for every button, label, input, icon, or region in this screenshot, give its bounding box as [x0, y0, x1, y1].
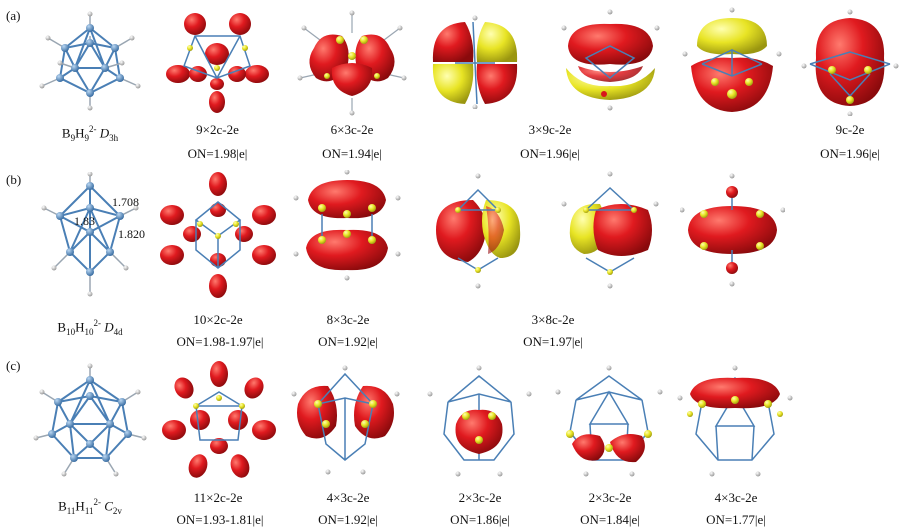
orbital-c4: [555, 365, 663, 477]
occupancy-a2: ON=1.94|e|: [322, 146, 382, 161]
orbital-a1: [166, 13, 269, 113]
orbital-c5: [677, 365, 793, 477]
occupancy-b2: ON=1.92|e|: [318, 334, 378, 349]
bond-length-mid: 1.83: [74, 214, 95, 228]
bonding-c2: 4×3c-2e: [326, 490, 370, 505]
orbital-b3: [436, 173, 521, 289]
cage-b10h10-structure: 1.708 1.83 1.820: [41, 172, 145, 297]
bonding-c1: 11×2c-2e: [193, 490, 243, 505]
bonding-c4: 2×3c-2e: [588, 490, 632, 505]
occupancy-c5: ON=1.77|e|: [706, 512, 766, 527]
bonding-b2: 8×3c-2e: [326, 312, 370, 327]
orbital-b4: [561, 171, 659, 289]
orbital-a5: [682, 7, 782, 112]
orbital-b5: [680, 173, 785, 287]
formula-b10h10: B10H102- D4d: [57, 318, 123, 337]
occupancy-a3: ON=1.96|e|: [520, 146, 580, 161]
occupancy-c2: ON=1.92|e|: [318, 512, 378, 527]
occupancy-c3: ON=1.86|e|: [450, 512, 510, 527]
bonding-a1: 9×2c-2e: [196, 122, 239, 137]
bonding-c5: 4×3c-2e: [714, 490, 758, 505]
row-label-c: (c): [6, 358, 21, 373]
cage-b11h11-structure: [33, 363, 147, 477]
bond-length-top: 1.708: [112, 195, 139, 209]
bonding-b1: 10×2c-2e: [193, 312, 243, 327]
formula-b9h9: B9H92- D3h: [61, 124, 119, 143]
orbital-c1: [162, 361, 276, 478]
orbital-c2: [291, 365, 400, 475]
bonding-a4: 9c-2e: [835, 122, 865, 137]
orbital-a6: [801, 9, 899, 116]
bond-length-side: 1.820: [118, 227, 145, 241]
occupancy-c1: ON=1.93-1.81|e|: [176, 512, 264, 527]
occupancy-b1: ON=1.98-1.97|e|: [176, 334, 264, 349]
row-label-a: (a): [6, 8, 21, 23]
occupancy-a4: ON=1.96|e|: [820, 146, 880, 161]
occupancy-b3: ON=1.97|e|: [523, 334, 583, 349]
row-label-b: (b): [6, 172, 22, 187]
cage-b9h9-structure: [39, 11, 141, 111]
bonding-b3: 3×8c-2e: [531, 312, 575, 327]
orbital-b1: [160, 172, 276, 298]
bonding-a2: 6×3c-2e: [330, 122, 374, 137]
occupancy-a1: ON=1.98|e|: [187, 146, 248, 161]
orbital-a4: [561, 9, 660, 111]
orbital-c3: [427, 365, 532, 477]
orbital-a2: [297, 10, 407, 116]
orbital-a3: [432, 15, 518, 109]
bonding-c3: 2×3c-2e: [458, 490, 502, 505]
bonding-a3: 3×9c-2e: [528, 122, 572, 137]
orbital-b2: [293, 170, 401, 281]
formula-b11h11: B11H112- C2v: [58, 497, 122, 516]
occupancy-c4: ON=1.84|e|: [580, 512, 640, 527]
